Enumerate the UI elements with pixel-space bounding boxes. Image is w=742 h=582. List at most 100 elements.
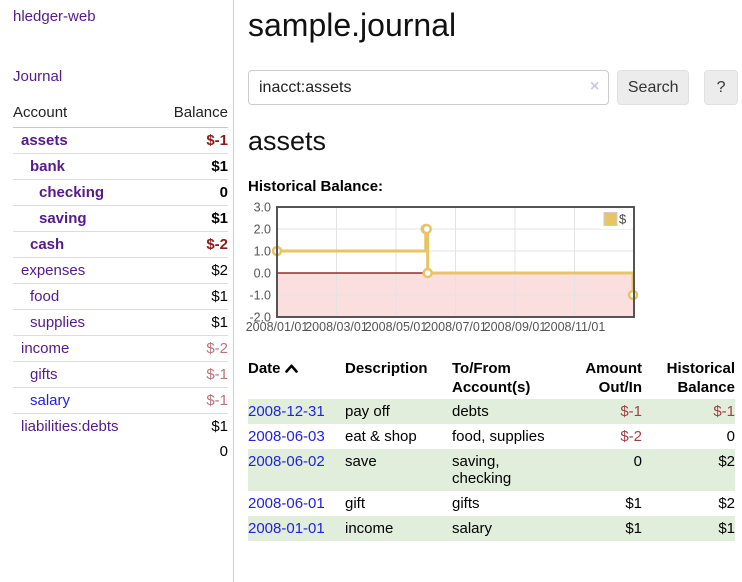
account-row: bank $1 xyxy=(13,153,228,180)
svg-text:0.0: 0.0 xyxy=(254,267,271,281)
sidebar-item-journal[interactable]: Journal xyxy=(13,68,63,85)
svg-text:2008/03/01: 2008/03/01 xyxy=(305,320,368,334)
account-link[interactable]: expenses xyxy=(21,262,86,279)
svg-text:3.0: 3.0 xyxy=(254,201,271,215)
svg-text:$: $ xyxy=(619,212,627,227)
svg-text:2008/09/01: 2008/09/01 xyxy=(484,320,547,334)
transaction-description: pay off xyxy=(345,399,452,424)
svg-text:2008/01/01: 2008/01/01 xyxy=(246,320,309,334)
account-link[interactable]: bank xyxy=(30,158,66,175)
account-row: assets $-1 xyxy=(13,128,228,154)
account-balance: $-1 xyxy=(155,361,228,388)
account-link[interactable]: food xyxy=(30,288,60,305)
account-link[interactable]: saving xyxy=(39,210,87,227)
register-header-date[interactable]: Date xyxy=(248,357,345,399)
account-balance: 0 xyxy=(155,179,228,206)
search-button[interactable]: Search xyxy=(617,70,690,105)
register-header-amount: Amount Out/In xyxy=(585,360,642,396)
svg-text:2008/11/01: 2008/11/01 xyxy=(544,320,606,334)
transaction-accounts: saving, checking xyxy=(452,449,560,491)
account-balance: $1 xyxy=(155,413,228,439)
register-header-accounts: To/From Account(s) xyxy=(452,360,531,396)
register-table: Date Description To/From Account(s) Amou… xyxy=(248,357,735,541)
svg-text:1.0: 1.0 xyxy=(254,245,271,259)
transaction-date-link[interactable]: 2008-12-31 xyxy=(248,403,325,420)
accounts-header-account: Account xyxy=(13,101,156,128)
page-title: sample.journal xyxy=(248,7,457,43)
account-heading: assets xyxy=(248,126,327,156)
account-row: liabilities:debts $1 xyxy=(13,413,228,439)
accounts-table: Account Balance assets $-1 bank $1 checking 0… xyxy=(13,101,228,464)
account-row: cash $-2 xyxy=(13,231,228,258)
account-row: salary $-1 xyxy=(13,387,228,414)
sidebar-divider xyxy=(233,0,234,582)
svg-text:2008/07/01: 2008/07/01 xyxy=(424,320,487,334)
transaction-amount: $1 xyxy=(625,495,642,512)
account-balance: $1 xyxy=(155,283,228,310)
account-balance: $-1 xyxy=(155,387,228,414)
transaction-description: income xyxy=(345,516,452,541)
transaction-balance: $-1 xyxy=(642,399,735,424)
account-link[interactable]: assets xyxy=(21,132,68,149)
account-balance: $-2 xyxy=(155,335,228,362)
accounts-header-balance: Balance xyxy=(155,101,228,128)
transaction-amount: $1 xyxy=(560,516,642,541)
account-row: expenses $2 xyxy=(13,257,228,284)
transaction-accounts: gifts xyxy=(452,495,480,512)
search-input[interactable] xyxy=(248,70,610,105)
transaction-date-link[interactable]: 2008-06-03 xyxy=(248,428,325,445)
account-link[interactable]: supplies xyxy=(30,314,86,331)
transaction-date-link[interactable]: 2008-01-01 xyxy=(248,520,325,537)
account-balance: $1 xyxy=(155,153,228,180)
account-balance: $1 xyxy=(155,309,228,336)
register-row: 2008-12-31 pay off debts $-1 $-1 xyxy=(248,399,735,424)
help-button[interactable]: ? xyxy=(704,70,738,105)
account-link[interactable]: liabilities:debts xyxy=(21,418,119,435)
register-header-row: Date Description To/From Account(s) Amou… xyxy=(248,357,735,399)
transaction-amount: 0 xyxy=(560,449,642,491)
sort-ascending-icon xyxy=(284,359,298,378)
accounts-total-row: 0 xyxy=(13,439,228,464)
svg-text:2.0: 2.0 xyxy=(254,223,271,237)
register-row: 2008-06-03 eat & shop food, supplies $-2 0 xyxy=(248,424,735,449)
account-row: supplies $1 xyxy=(13,309,228,336)
account-row: income $-2 xyxy=(13,335,228,362)
account-row: saving $1 xyxy=(13,205,228,232)
transaction-date-link[interactable]: 2008-06-01 xyxy=(248,495,325,512)
transaction-date-link[interactable]: 2008-06-02 xyxy=(248,453,325,470)
register-header-description: Description xyxy=(345,360,428,377)
historical-balance-chart: $3.0 2.0 1.0 0.0 -1.0 -2.02008/01/012008/03/0… xyxy=(246,201,639,334)
svg-text:-2.0: -2.0 xyxy=(249,311,271,325)
register-row: 2008-01-01 income salary $1 $1 xyxy=(248,516,735,541)
transaction-description: save xyxy=(345,449,452,491)
transaction-amount: $-1 xyxy=(560,399,642,424)
register-header-balance: Historical Balance xyxy=(666,360,735,396)
register-row: 2008-06-02 save saving, checking 0 $2 xyxy=(248,449,735,491)
svg-text:-1.0: -1.0 xyxy=(249,289,271,303)
account-link[interactable]: cash xyxy=(30,236,65,253)
account-link[interactable]: gifts xyxy=(30,366,58,383)
transaction-amount: $-2 xyxy=(620,428,642,445)
transaction-balance: $2 xyxy=(718,495,735,512)
transaction-accounts: salary xyxy=(452,516,560,541)
search-box: × xyxy=(248,70,610,105)
app-brand-link[interactable]: hledger-web xyxy=(13,8,96,25)
clear-search-icon[interactable]: × xyxy=(590,78,600,95)
svg-text:2008/05/01: 2008/05/01 xyxy=(365,320,428,334)
transaction-accounts: debts xyxy=(452,399,560,424)
accounts-header-row: Account Balance xyxy=(13,101,228,128)
account-balance: $2 xyxy=(155,257,228,284)
account-row: gifts $-1 xyxy=(13,361,228,388)
transaction-balance: $1 xyxy=(642,516,735,541)
register-row: 2008-06-01 gift gifts $1 $2 xyxy=(248,491,735,516)
account-link[interactable]: salary xyxy=(30,392,71,409)
account-balance: $-2 xyxy=(155,231,228,258)
transaction-accounts: food, supplies xyxy=(452,428,545,445)
chart-section-label: Historical Balance: xyxy=(248,178,384,195)
main-content: sample.journal × Search ? assets Histori… xyxy=(246,0,738,541)
accounts-total-spacer xyxy=(13,439,155,464)
transaction-balance: 0 xyxy=(726,428,735,445)
account-balance: $1 xyxy=(155,205,228,232)
account-link[interactable]: income xyxy=(21,340,70,357)
account-link[interactable]: checking xyxy=(39,184,105,201)
